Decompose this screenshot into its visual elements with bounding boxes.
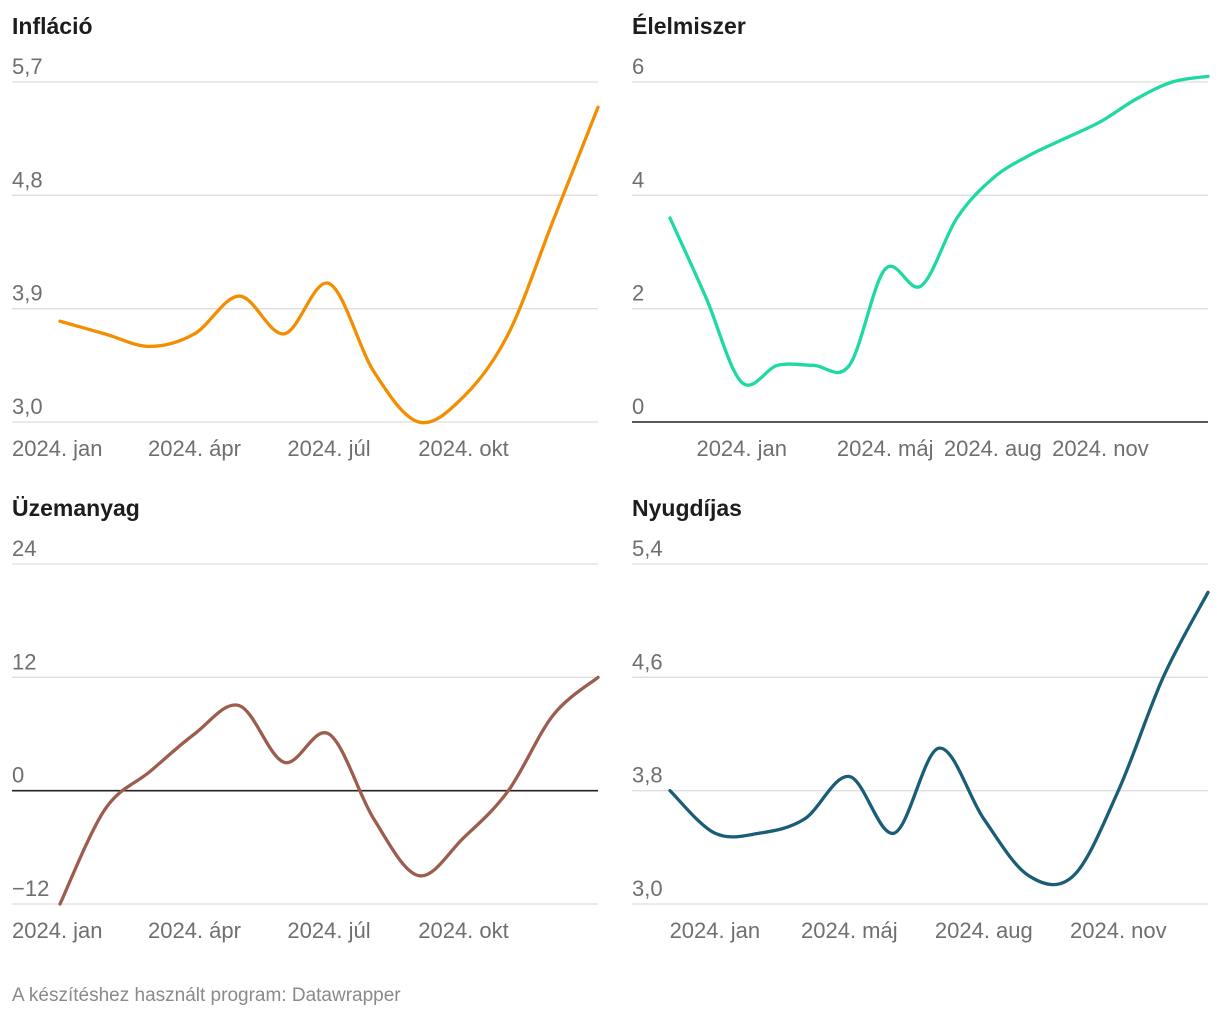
chart-title: Nyugdíjas: [632, 495, 742, 521]
y-tick-label: 0: [12, 763, 24, 788]
y-tick-label: 5,4: [632, 536, 663, 561]
chart-title: Infláció: [12, 13, 93, 39]
x-tick-label: 2024. nov: [1070, 918, 1167, 943]
y-tick-label: 3,8: [632, 763, 663, 788]
y-tick-label: 3,9: [12, 281, 43, 306]
series-line: [58, 105, 600, 425]
x-tick-label: 2024. aug: [935, 918, 1033, 943]
x-tick-label: 2024. jan: [670, 918, 761, 943]
y-tick-label: 0: [632, 394, 644, 419]
x-tick-label: 2024. jan: [12, 918, 103, 943]
y-tick-label: 4: [632, 167, 644, 192]
x-tick-label: 2024. okt: [418, 918, 509, 943]
x-tick-label: 2024. okt: [418, 436, 509, 461]
x-tick-label: 2024. jan: [696, 436, 787, 461]
series-line: [58, 675, 600, 906]
y-tick-label: 3,0: [12, 394, 43, 419]
x-tick-label: 2024. aug: [944, 436, 1042, 461]
chart-panel: Élelmiszer 0 2 4 6 2024. jan 2024. máj 2024. au…: [632, 12, 1210, 461]
y-tick-label: 12: [12, 649, 36, 674]
y-tick-label: −12: [12, 876, 49, 901]
x-tick-label: 2024. ápr: [148, 918, 241, 943]
x-tick-label: 2024. máj: [837, 436, 934, 461]
y-tick-label: 4,6: [632, 649, 663, 674]
y-tick-label: 3,0: [632, 876, 663, 901]
x-tick-label: 2024. júl: [287, 436, 370, 461]
y-tick-label: 6: [632, 54, 644, 79]
series-line: [668, 74, 1210, 387]
y-tick-label: 24: [12, 536, 36, 561]
footer-credit: A készítéshez használt program: Datawrap…: [12, 985, 401, 1006]
x-tick-label: 2024. ápr: [148, 436, 241, 461]
series-line: [668, 590, 1210, 887]
x-tick-label: 2024. nov: [1052, 436, 1149, 461]
chart-title: Üzemanyag: [12, 495, 140, 521]
chart-panel: Infláció 3,0 3,9 4,8 5,7 2024. jan 2024. ápr 20…: [12, 13, 600, 461]
chart-title: Élelmiszer: [632, 12, 746, 39]
y-tick-label: 2: [632, 281, 644, 306]
chart-panel: Üzemanyag −12 0 12 24 2024. jan 2024. ápr 2024.…: [12, 495, 600, 943]
x-tick-label: 2024. jan: [12, 436, 103, 461]
y-tick-label: 4,8: [12, 167, 43, 192]
x-tick-label: 2024. júl: [287, 918, 370, 943]
y-tick-label: 5,7: [12, 54, 43, 79]
chart-panel: Nyugdíjas 3,0 3,8 4,6 5,4 2024. jan 2024. máj 2…: [632, 495, 1210, 943]
x-tick-label: 2024. máj: [801, 918, 898, 943]
